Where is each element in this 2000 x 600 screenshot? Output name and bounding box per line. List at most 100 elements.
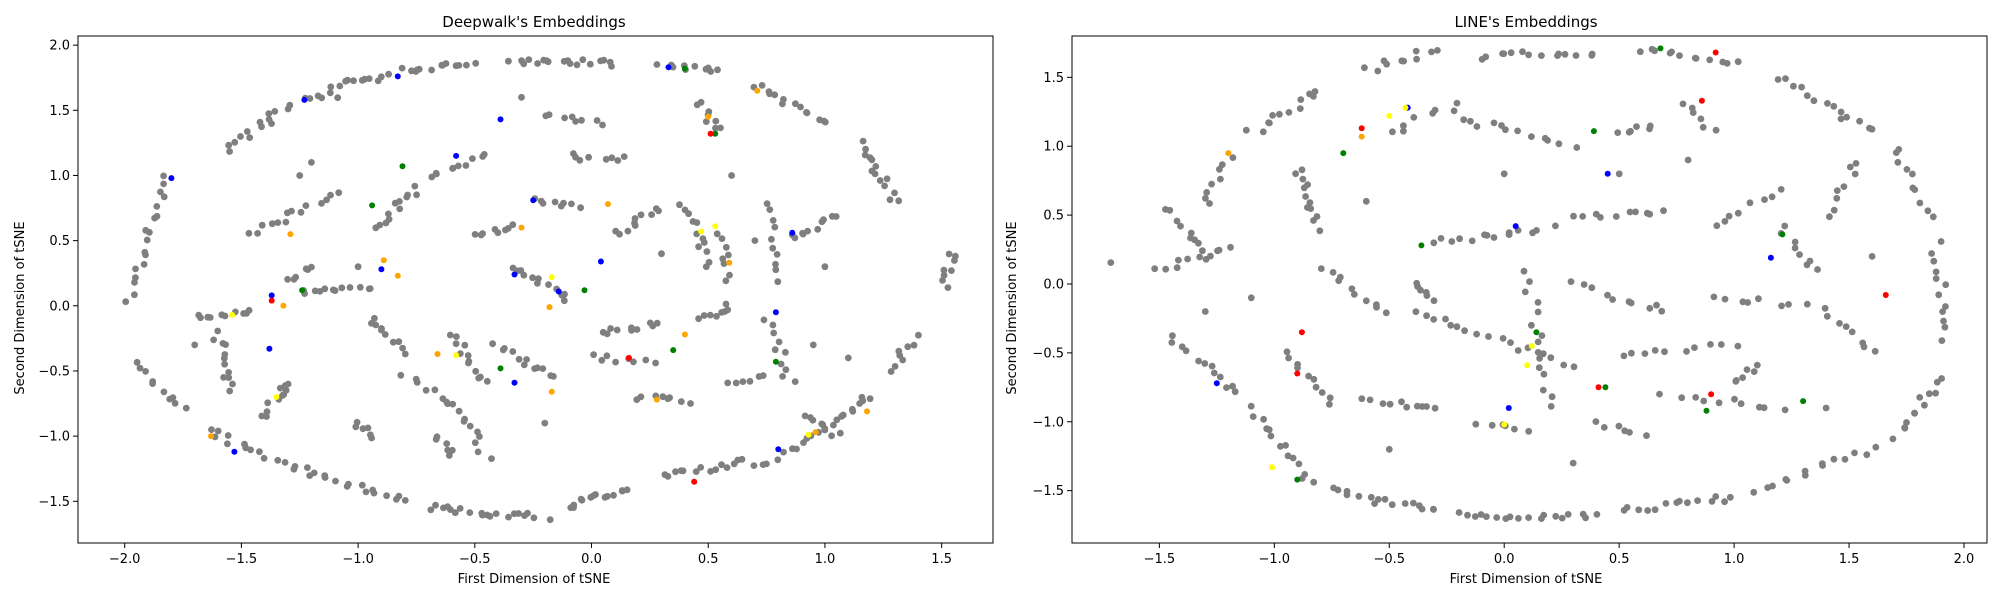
x-tick-label: −1.0 (342, 552, 374, 567)
scatter-point-gray (157, 188, 164, 196)
scatter-point-gray (712, 124, 719, 132)
scatter-point-gray (572, 118, 579, 125)
scatter-point-gray (1533, 227, 1540, 234)
scatter-point-highlight (546, 304, 553, 311)
scatter-point-gray (160, 388, 168, 396)
scatter-point-gray (284, 380, 292, 388)
scatter-point-gray (718, 461, 725, 469)
scatter-point-gray (620, 153, 628, 161)
scatter-point-gray (1615, 422, 1623, 430)
x-tick-label: 0.0 (1494, 552, 1515, 567)
scatter-point-gray (816, 116, 823, 124)
scatter-point-gray (814, 225, 822, 233)
scatter-point-gray (1726, 493, 1734, 501)
scatter-point-gray (1437, 235, 1445, 242)
scatter-point-gray (297, 208, 305, 216)
x-tick-label: −1.0 (1259, 552, 1291, 567)
scatter-point-gray (237, 133, 244, 140)
scatter-point-highlight (712, 130, 719, 137)
scatter-point-highlight (266, 345, 273, 352)
scatter-point-gray (541, 419, 549, 427)
scatter-point-gray (1661, 348, 1668, 356)
scatter-point-gray (539, 365, 547, 372)
scatter-point-gray (1814, 266, 1821, 273)
y-tick-label: 2.0 (49, 39, 70, 54)
scatter-point-highlight (1712, 49, 1719, 56)
scatter-point-gray (1423, 292, 1431, 299)
scatter-point-gray (803, 109, 810, 116)
scatter-point-gray (343, 482, 351, 490)
scatter-point-gray (1668, 48, 1675, 56)
scatter-point-gray (476, 433, 483, 440)
scatter-point-gray (1265, 426, 1273, 434)
scatter-point-highlight (1358, 133, 1365, 140)
scatter-point-gray (142, 368, 150, 375)
scatter-point-gray (1488, 421, 1496, 429)
scatter-point-gray (739, 378, 747, 385)
scatter-point-highlight (864, 408, 870, 415)
scatter-point-highlight (670, 347, 677, 354)
scatter-point-gray (1755, 295, 1762, 303)
scatter-point-gray (1534, 338, 1542, 346)
scatter-point-gray (1398, 398, 1405, 406)
scatter-point-gray (1694, 497, 1701, 504)
scatter-point-gray (633, 326, 641, 333)
scatter-point-gray (1499, 335, 1507, 342)
scatter-point-gray (1536, 355, 1543, 362)
scatter-point-gray (603, 352, 611, 360)
scatter-point-gray (1428, 48, 1435, 56)
scatter-point-gray (1413, 55, 1420, 63)
scatter-point-highlight (1590, 128, 1597, 135)
scatter-point-gray (1348, 285, 1356, 293)
scatter-point-gray (243, 128, 251, 135)
scatter-point-gray (839, 411, 847, 419)
scatter-point-gray (664, 472, 672, 480)
scatter-point-gray (274, 219, 282, 227)
scatter-point-gray (724, 379, 732, 387)
scatter-point-gray (1371, 500, 1378, 507)
scatter-point-gray (774, 456, 782, 464)
scatter-point-gray (653, 319, 661, 327)
scatter-point-highlight (1698, 97, 1705, 104)
scatter-point-gray (1911, 409, 1918, 417)
scatter-point-highlight (707, 130, 714, 137)
scatter-point-gray (1187, 229, 1195, 237)
scatter-point-gray (1783, 477, 1791, 484)
scatter-point-gray (1366, 396, 1374, 404)
scatter-point-gray (1310, 375, 1318, 383)
scatter-point-gray (1284, 452, 1292, 460)
scatter-point-gray (828, 432, 835, 440)
scatter-point-gray (630, 358, 637, 366)
scatter-point-gray (1708, 498, 1716, 505)
scatter-point-gray (218, 311, 226, 319)
scatter-point-gray (1442, 315, 1449, 323)
scatter-point-highlight (604, 201, 611, 208)
deepwalk-title: Deepwalk's Embeddings (442, 13, 626, 31)
scatter-point-gray (1903, 166, 1911, 173)
scatter-point-gray (1403, 403, 1411, 411)
scatter-point-gray (1560, 361, 1568, 369)
scatter-point-gray (1229, 382, 1236, 390)
scatter-point-gray (1676, 52, 1683, 59)
scatter-point-gray (593, 117, 601, 124)
scatter-point-highlight (231, 448, 238, 455)
scatter-point-gray (1285, 109, 1293, 116)
scatter-point-gray (492, 510, 500, 517)
scatter-point-gray (1796, 251, 1803, 258)
x-tick-label: −2.0 (109, 552, 141, 567)
scatter-point-gray (122, 298, 130, 306)
scatter-point-gray (411, 182, 419, 190)
scatter-point-gray (1231, 388, 1239, 396)
scatter-point-gray (1798, 83, 1805, 91)
scatter-point-gray (772, 266, 780, 274)
scatter-point-gray (1310, 217, 1317, 224)
scatter-point-gray (208, 426, 215, 433)
scatter-point-gray (327, 191, 334, 199)
scatter-point-gray (525, 56, 533, 63)
scatter-point-highlight (229, 311, 236, 318)
scatter-point-highlight (511, 379, 518, 386)
scatter-point-gray (359, 425, 367, 433)
scatter-point-highlight (287, 231, 294, 238)
scatter-point-gray (1534, 308, 1542, 316)
scatter-point-gray (1431, 404, 1439, 412)
